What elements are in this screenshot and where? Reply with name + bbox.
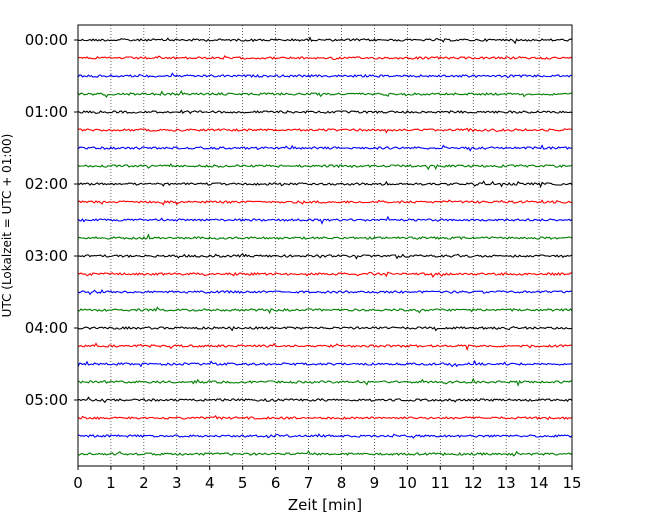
seismic-trace: [77, 396, 573, 404]
seismic-trace: [78, 433, 573, 439]
x-tick-label: 14: [530, 474, 549, 492]
seismic-trace: [77, 271, 573, 278]
seismic-traces: [77, 36, 573, 457]
seismic-trace: [77, 180, 573, 189]
x-tick-label: 7: [304, 474, 314, 492]
x-tick-label: 4: [205, 474, 215, 492]
x-tick-label: 5: [238, 474, 248, 492]
seismic-trace: [77, 109, 573, 115]
seismic-trace: [77, 72, 573, 79]
seismic-trace: [77, 342, 572, 352]
seismic-trace: [77, 377, 573, 387]
x-tick-label: 10: [398, 474, 417, 492]
seismic-trace: [78, 36, 573, 45]
seismic-trace: [77, 199, 572, 206]
x-tick-label: 12: [464, 474, 483, 492]
seismic-trace: [77, 54, 573, 61]
seismic-trace: [77, 359, 573, 368]
seismic-trace: [77, 162, 573, 171]
seismic-trace: [77, 253, 573, 260]
x-tick-label: 13: [497, 474, 516, 492]
y-tick-label: 00:00: [25, 31, 68, 49]
x-tick-label: 8: [337, 474, 347, 492]
y-axis: 00:00 01:00 02:00 03:00 04:00 05:00: [25, 31, 78, 409]
plot-frame: [77, 24, 573, 467]
x-tick-label: 3: [172, 474, 182, 492]
x-tick-label: 6: [271, 474, 281, 492]
y-tick-label: 04:00: [25, 319, 68, 337]
seismic-trace: [77, 325, 573, 332]
x-tick-label: 2: [139, 474, 149, 492]
x-tick-label: 0: [73, 474, 83, 492]
x-tick-label: 15: [562, 474, 581, 492]
seismic-trace: [77, 127, 573, 134]
seismic-trace: [77, 306, 573, 315]
seismic-trace: [77, 449, 573, 457]
seismic-trace: [77, 144, 573, 152]
y-tick-label: 05:00: [25, 391, 68, 409]
y-tick-label: 03:00: [25, 247, 68, 265]
seismic-trace: [77, 215, 573, 225]
seismic-trace: [77, 415, 573, 421]
x-axis-label: Zeit [min]: [288, 496, 362, 514]
seismic-trace: [77, 233, 573, 241]
seismic-trace: [77, 288, 573, 296]
y-axis-label: UTC (Lokalzeit = UTC + 01:00): [0, 134, 14, 318]
y-tick-label: 01:00: [25, 103, 68, 121]
x-tick-label: 9: [370, 474, 380, 492]
x-tick-label: 11: [431, 474, 450, 492]
x-tick-label: 1: [106, 474, 116, 492]
seismic-trace: [77, 89, 573, 99]
x-axis: 0 1 2 3 4 5 6 7 8 9 10 11 12 13 14 15: [73, 466, 582, 492]
y-tick-label: 02:00: [25, 175, 68, 193]
